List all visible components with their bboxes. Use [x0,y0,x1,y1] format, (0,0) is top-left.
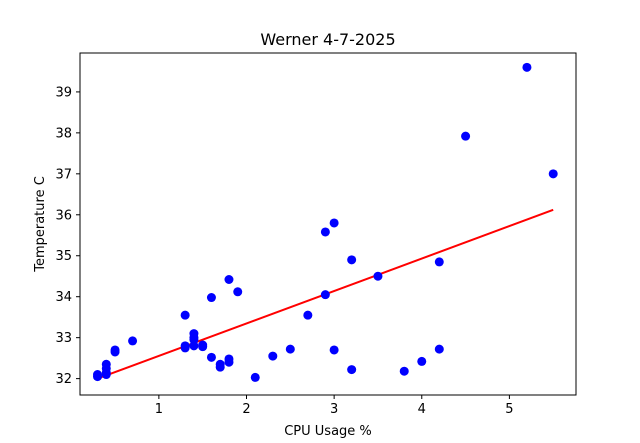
y-tick-label: 32 [55,372,72,387]
data-point [461,131,471,141]
data-point [522,62,532,72]
data-point [303,310,313,320]
data-point [434,344,444,354]
x-tick-label: 3 [330,402,338,417]
data-point [347,255,357,265]
x-axis: 1 2 3 4 5 [155,395,514,417]
data-point [417,356,427,366]
data-point [548,169,558,179]
data-point [268,351,278,361]
y-tick-label: 39 [55,85,72,100]
data-point [206,293,216,303]
y-tick-label: 35 [55,249,72,264]
x-tick-label: 4 [418,402,426,417]
data-point [329,345,339,355]
y-axis-label: Temperature C [33,176,48,273]
data-point [128,336,138,346]
x-tick-label: 5 [505,402,513,417]
x-tick-label: 2 [242,402,250,417]
y-tick-label: 33 [55,331,72,346]
data-point [110,345,120,355]
y-tick-label: 37 [55,167,72,182]
y-tick-label: 36 [55,208,72,223]
data-point [399,366,409,376]
y-axis: 32 33 34 35 36 37 38 39 [55,85,80,387]
data-point [206,352,216,362]
data-point [250,372,260,382]
y-tick-label: 38 [55,126,72,141]
data-point [320,227,330,237]
plot-frame [79,52,577,396]
data-point [101,370,111,380]
data-point [347,365,357,375]
x-tick-label: 1 [155,402,163,417]
data-point [93,370,103,380]
data-point [373,271,383,281]
data-point [320,290,330,300]
data-point [180,341,190,351]
data-point [215,359,225,369]
data-point [224,274,234,284]
data-point [189,335,199,345]
chart-title: Werner 4-7-2025 [260,30,395,49]
x-axis-label: CPU Usage % [284,424,372,439]
data-point [434,257,444,267]
data-point [101,359,111,369]
data-point [233,287,243,297]
data-point [224,354,234,364]
y-tick-label: 34 [55,290,72,305]
data-point [329,218,339,228]
plot-area [93,62,558,382]
data-point [285,344,295,354]
data-point [198,340,208,350]
data-point [180,310,190,320]
